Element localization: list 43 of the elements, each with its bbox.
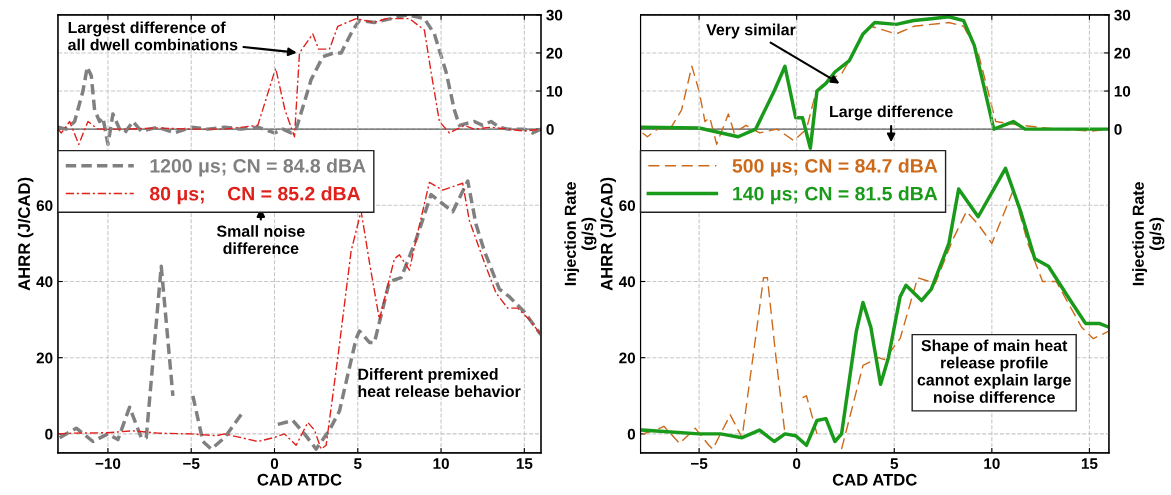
annotation: Largest difference of all dwell combinations xyxy=(68,21,238,51)
y2-tick-label: 20 xyxy=(1114,47,1131,59)
y-tick-label: 20 xyxy=(619,352,636,364)
y-tick-label: 60 xyxy=(36,200,53,211)
x-tick-label: −5 xyxy=(691,458,708,470)
y2-tick-label: 0 xyxy=(1114,124,1122,135)
x-tick-label: 15 xyxy=(1081,458,1098,470)
x-tick-label: 15 xyxy=(516,458,533,470)
legend-label: 500 μs; CN = 84.7 dBA xyxy=(732,158,938,177)
x-tick-label: −10 xyxy=(95,458,121,470)
y-tick-label: 20 xyxy=(36,352,53,364)
y2-axis-title: Injection Rate (g/s) xyxy=(1132,182,1165,286)
x-tick-label: 0 xyxy=(270,458,279,470)
y-tick-label: 0 xyxy=(45,428,53,440)
y2-tick-label: 30 xyxy=(1114,9,1131,21)
y-tick-label: 60 xyxy=(619,200,636,211)
y2-tick-label: 10 xyxy=(546,85,563,97)
annotation: Different premixed heat release behavior xyxy=(358,368,521,398)
x-tick-label: 10 xyxy=(984,458,1000,470)
annotation: Small noise difference xyxy=(216,225,305,255)
y-tick-label: 0 xyxy=(627,428,636,440)
x-tick-label: 5 xyxy=(890,458,899,470)
y-axis-title: AHRR (J/CAD) xyxy=(600,177,616,291)
legend-label: 80 μs; CN = 85.2 dBA xyxy=(149,186,361,205)
y2-tick-label: 10 xyxy=(1114,85,1131,97)
x-tick-label: 0 xyxy=(793,458,801,470)
annotation: Shape of main heat release profile cannot explain large noise difference xyxy=(917,339,1071,403)
annotation: Large difference xyxy=(830,105,953,121)
annotation: Very similar xyxy=(706,23,796,39)
y2-tick-label: 30 xyxy=(546,9,563,21)
y-tick-label: 40 xyxy=(36,276,53,288)
y-axis-title: AHRR (J/CAD) xyxy=(17,177,34,291)
y-tick-label: 40 xyxy=(618,276,636,288)
legend-label: 1200 μs; CN = 84.8 dBA xyxy=(150,158,366,177)
y2-tick-label: 0 xyxy=(546,124,554,135)
x-axis-title: CAD ATDC xyxy=(257,473,342,486)
y2-axis-title: Injection Rate (g/s) xyxy=(564,182,597,286)
x-tick-label: 5 xyxy=(354,458,362,470)
x-tick-label: 10 xyxy=(433,458,449,470)
x-axis-title: CAD ATDC xyxy=(832,473,917,486)
y2-tick-label: 20 xyxy=(546,47,563,59)
x-tick-label: −5 xyxy=(183,458,200,470)
legend-label: 140 μs; CN = 81.5 dBA xyxy=(733,186,938,205)
